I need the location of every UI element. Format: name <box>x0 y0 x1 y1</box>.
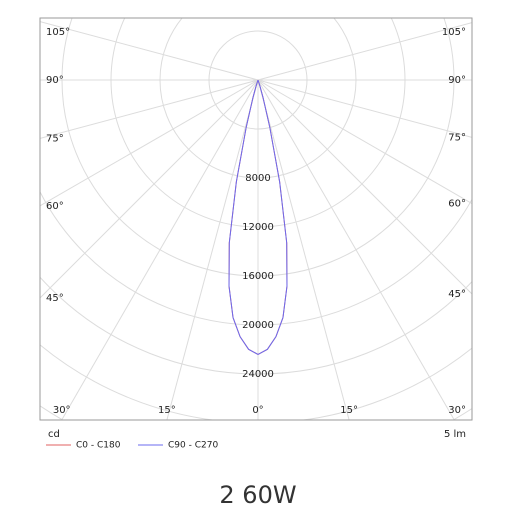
angle-label: 75° <box>448 132 466 143</box>
angle-label: 30° <box>53 405 71 416</box>
radial-line <box>40 79 259 299</box>
radial-line <box>257 79 455 420</box>
radial-line <box>61 79 259 420</box>
labels: 8000 12000 16000 20000 24000 0° 15° 15° 30° 30° 45… <box>46 27 466 416</box>
angle-label: 60° <box>46 201 64 212</box>
unit-left: cd <box>48 429 60 440</box>
angle-label: 105° <box>442 27 466 38</box>
unit-right: 5 lm <box>444 429 466 440</box>
legend-label: C0 - C180 <box>76 441 121 451</box>
angle-label: 75° <box>46 133 64 144</box>
r-tick-label: 16000 <box>242 271 274 282</box>
r-tick-label: 20000 <box>242 320 274 331</box>
radial-line <box>257 79 472 295</box>
angle-label: 15° <box>158 405 176 416</box>
angle-label: 45° <box>448 289 466 300</box>
legend: C0 - C180 C90 - C270 <box>46 441 218 451</box>
angle-label: 105° <box>46 27 70 38</box>
curves <box>228 79 288 355</box>
r-tick-label: 12000 <box>242 222 274 233</box>
angle-label: 30° <box>448 405 466 416</box>
angle-label: 90° <box>46 75 64 86</box>
angle-label: 90° <box>448 75 466 86</box>
angle-label: 60° <box>448 199 466 210</box>
intensity-curve <box>228 79 288 355</box>
polar-grid <box>40 18 472 420</box>
r-tick-label: 24000 <box>242 369 274 380</box>
radial-line <box>257 79 472 138</box>
plot-frame <box>39 17 473 421</box>
radial-line <box>257 79 350 420</box>
radial-line <box>40 79 259 139</box>
angle-label: 15° <box>340 405 358 416</box>
r-tick-label: 8000 <box>245 173 270 184</box>
angle-label: 0° <box>252 405 263 416</box>
radial-line <box>40 79 259 207</box>
radial-line <box>40 21 259 81</box>
legend-label: C90 - C270 <box>168 441 218 451</box>
angle-label: 45° <box>46 293 64 304</box>
chart-title: 2 60W <box>219 481 296 509</box>
radial-line <box>257 79 472 204</box>
radial-line <box>166 79 259 420</box>
radial-line <box>257 22 472 81</box>
